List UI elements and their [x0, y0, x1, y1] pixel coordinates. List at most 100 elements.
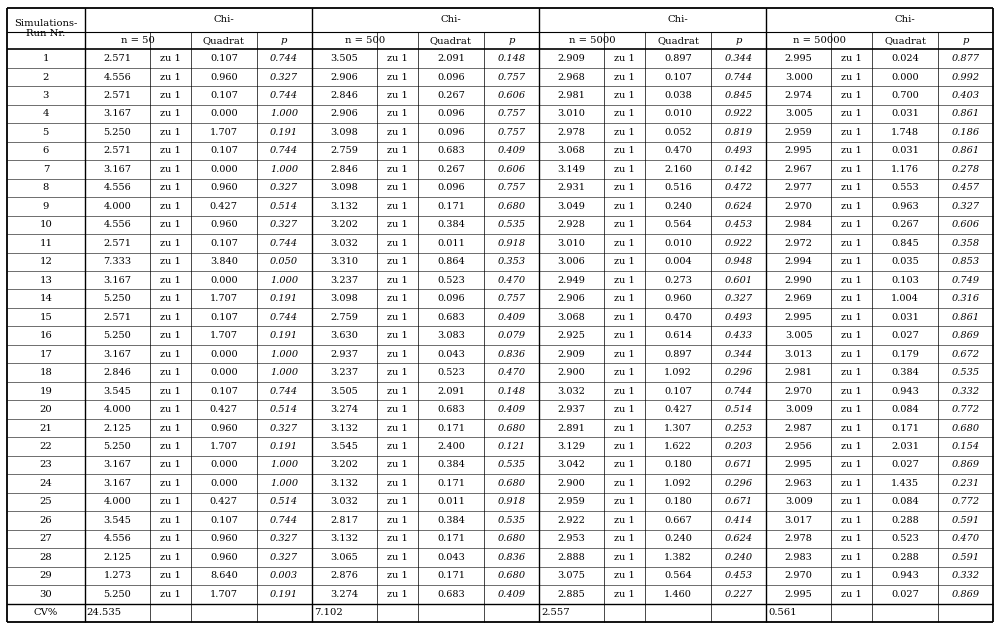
Text: zu 1: zu 1 — [614, 146, 635, 156]
Text: 0.171: 0.171 — [437, 534, 465, 543]
Text: 2.906: 2.906 — [331, 72, 358, 81]
Text: 0.296: 0.296 — [724, 479, 752, 488]
Text: 2.909: 2.909 — [558, 350, 585, 358]
Text: zu 1: zu 1 — [387, 571, 408, 580]
Text: 0.203: 0.203 — [724, 442, 752, 451]
Text: 2.995: 2.995 — [785, 146, 813, 156]
Text: 2.990: 2.990 — [785, 276, 813, 285]
Text: 0.523: 0.523 — [437, 368, 465, 377]
Text: 2.846: 2.846 — [331, 165, 358, 174]
Text: 3.237: 3.237 — [330, 368, 359, 377]
Text: n = 5000: n = 5000 — [569, 36, 615, 45]
Text: 1.000: 1.000 — [270, 368, 298, 377]
Text: 0.031: 0.031 — [891, 146, 919, 156]
Text: 3.237: 3.237 — [330, 276, 359, 285]
Text: zu 1: zu 1 — [841, 534, 862, 543]
Text: 0.107: 0.107 — [210, 387, 238, 396]
Text: 2.967: 2.967 — [785, 165, 813, 174]
Text: 0.514: 0.514 — [270, 405, 298, 414]
Text: 3.202: 3.202 — [331, 461, 359, 469]
Text: 3.009: 3.009 — [785, 498, 813, 507]
Text: 0.535: 0.535 — [951, 368, 979, 377]
Text: 0.671: 0.671 — [724, 461, 752, 469]
Text: 2.925: 2.925 — [558, 331, 586, 340]
Text: zu 1: zu 1 — [160, 350, 181, 358]
Text: 0.171: 0.171 — [437, 202, 465, 211]
Text: 1.435: 1.435 — [891, 479, 919, 488]
Text: 0.861: 0.861 — [951, 312, 979, 322]
Text: 0.103: 0.103 — [891, 276, 919, 285]
Text: 0.000: 0.000 — [210, 165, 238, 174]
Text: zu 1: zu 1 — [160, 479, 181, 488]
Text: 2.909: 2.909 — [558, 54, 585, 63]
Text: Chi-: Chi- — [441, 16, 461, 25]
Text: 0.427: 0.427 — [210, 202, 238, 211]
Text: 0.757: 0.757 — [497, 294, 525, 303]
Text: 26: 26 — [40, 516, 52, 525]
Text: zu 1: zu 1 — [841, 553, 862, 562]
Text: zu 1: zu 1 — [160, 202, 181, 211]
Text: 2.759: 2.759 — [331, 146, 358, 156]
Text: 0.960: 0.960 — [210, 72, 238, 81]
Text: 0.084: 0.084 — [891, 405, 919, 414]
Text: 0.278: 0.278 — [951, 165, 979, 174]
Text: 3.005: 3.005 — [785, 331, 813, 340]
Text: 0.353: 0.353 — [497, 257, 525, 266]
Text: 0.757: 0.757 — [497, 183, 525, 192]
Text: 0.897: 0.897 — [664, 350, 692, 358]
Text: zu 1: zu 1 — [841, 239, 862, 248]
Text: 0.011: 0.011 — [437, 239, 465, 248]
Text: 13: 13 — [39, 276, 52, 285]
Text: zu 1: zu 1 — [841, 54, 862, 63]
Text: 0.523: 0.523 — [891, 534, 919, 543]
Text: 2.931: 2.931 — [558, 183, 586, 192]
Text: 0.470: 0.470 — [497, 276, 525, 285]
Text: 0.240: 0.240 — [664, 202, 692, 211]
Text: 3.009: 3.009 — [785, 405, 813, 414]
Text: 0.680: 0.680 — [497, 202, 525, 211]
Text: 0.107: 0.107 — [210, 312, 238, 322]
Text: 0.493: 0.493 — [724, 312, 752, 322]
Text: 1.707: 1.707 — [210, 331, 238, 340]
Text: 0.606: 0.606 — [497, 165, 525, 174]
Text: zu 1: zu 1 — [614, 405, 635, 414]
Text: 0.744: 0.744 — [724, 72, 752, 81]
Text: 0.240: 0.240 — [724, 553, 752, 562]
Text: 0.384: 0.384 — [891, 368, 919, 377]
Text: 0.700: 0.700 — [891, 91, 919, 100]
Text: 1.000: 1.000 — [270, 461, 298, 469]
Text: 0.107: 0.107 — [210, 54, 238, 63]
Text: 0.171: 0.171 — [437, 571, 465, 580]
Text: 2.759: 2.759 — [331, 312, 358, 322]
Text: 0.024: 0.024 — [891, 54, 919, 63]
Text: 0.000: 0.000 — [210, 461, 238, 469]
Text: zu 1: zu 1 — [387, 498, 408, 507]
Text: 3.098: 3.098 — [331, 183, 358, 192]
Text: 15: 15 — [39, 312, 52, 322]
Text: 0.960: 0.960 — [664, 294, 692, 303]
Text: 0.000: 0.000 — [210, 276, 238, 285]
Text: zu 1: zu 1 — [387, 183, 408, 192]
Text: zu 1: zu 1 — [841, 110, 862, 118]
Text: 3.274: 3.274 — [330, 405, 359, 414]
Text: zu 1: zu 1 — [614, 423, 635, 433]
Text: zu 1: zu 1 — [160, 590, 181, 598]
Text: zu 1: zu 1 — [387, 368, 408, 377]
Text: 5.250: 5.250 — [104, 294, 131, 303]
Text: 2.970: 2.970 — [785, 571, 813, 580]
Text: 0.877: 0.877 — [951, 54, 979, 63]
Text: 3.065: 3.065 — [331, 553, 358, 562]
Text: 3.132: 3.132 — [330, 534, 359, 543]
Text: 2: 2 — [43, 72, 49, 81]
Text: 0.433: 0.433 — [724, 331, 752, 340]
Text: 0.000: 0.000 — [210, 350, 238, 358]
Text: 0.038: 0.038 — [664, 91, 692, 100]
Text: zu 1: zu 1 — [614, 516, 635, 525]
Text: 0.035: 0.035 — [891, 257, 919, 266]
Text: 3.068: 3.068 — [558, 312, 585, 322]
Text: 1.748: 1.748 — [891, 128, 919, 137]
Text: zu 1: zu 1 — [841, 220, 862, 229]
Text: 1.460: 1.460 — [664, 590, 692, 598]
Text: 3.032: 3.032 — [331, 498, 359, 507]
Text: 2.125: 2.125 — [103, 423, 131, 433]
